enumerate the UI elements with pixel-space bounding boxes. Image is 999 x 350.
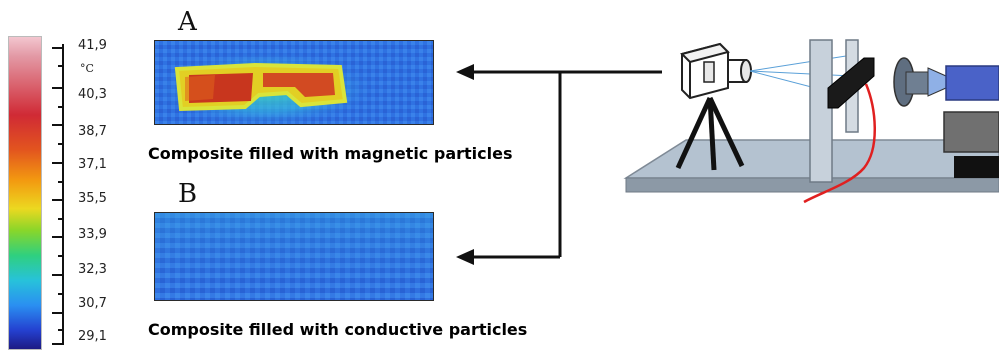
colorbar-tick [52,124,64,126]
colorbar-tick-label: 35,5 [78,191,107,206]
colorbar-tick [52,343,64,345]
temperature-colorbar [8,36,42,350]
colorbar-minor-tick [58,143,64,145]
colorbar-tick [52,312,64,314]
camera-view-line [749,70,853,77]
caption-conductive: Composite filled with conductive particl… [148,320,528,339]
tripod-leg [707,96,745,168]
colorbar-minor-tick [58,65,64,67]
arrow-head-a [456,64,474,80]
colorbar-tick-label: 29,1 [78,329,107,344]
heating-wire [803,83,876,204]
platform-front [625,177,999,193]
caption-magnetic: Composite filled with magnetic particles [148,144,513,163]
thermal-image-magnetic-graphic [155,41,433,124]
colorbar-tick [52,236,64,238]
colorbar-tick [52,274,64,276]
colorbar-tick-label: 30,7 [78,296,107,311]
actuator-device-icon [893,57,999,178]
panel-b-label: B [178,179,198,209]
experimental-setup-illustration [623,39,999,204]
colorbar-minor-tick [58,218,64,220]
colorbar-tick-label: 41,9 [78,38,107,53]
support-post [809,39,833,183]
colorbar-minor-tick [58,255,64,257]
thermal-camera-icon [680,42,752,100]
arrow-head-b [456,249,474,265]
colorbar-tick-label: 40,3 [78,87,107,102]
colorbar-tick-label: 32,3 [78,262,107,277]
colorbar-minor-tick [58,106,64,108]
thermal-image-magnetic [154,40,434,125]
panel-a-label: A [178,7,197,37]
colorbar-tick-label: 37,1 [78,157,107,172]
colorbar-minor-tick [58,293,64,295]
thermal-image-conductive [154,212,434,301]
colorbar-tick-label: 33,9 [78,227,107,242]
colorbar-tick-label: 38,7 [78,124,107,139]
colorbar-unit: °C [80,62,94,75]
colorbar-tick [52,87,64,89]
colorbar-tick [52,47,64,49]
sample-bar [827,57,875,109]
colorbar-minor-tick [58,181,64,183]
colorbar-tick [52,199,64,201]
colorbar-minor-tick [58,329,64,331]
tripod-leg [707,97,717,171]
colorbar-scale-axis [62,44,64,344]
thermal-image-conductive-graphic [155,213,433,300]
tripod-leg [675,96,713,170]
colorbar-tick [52,162,64,164]
